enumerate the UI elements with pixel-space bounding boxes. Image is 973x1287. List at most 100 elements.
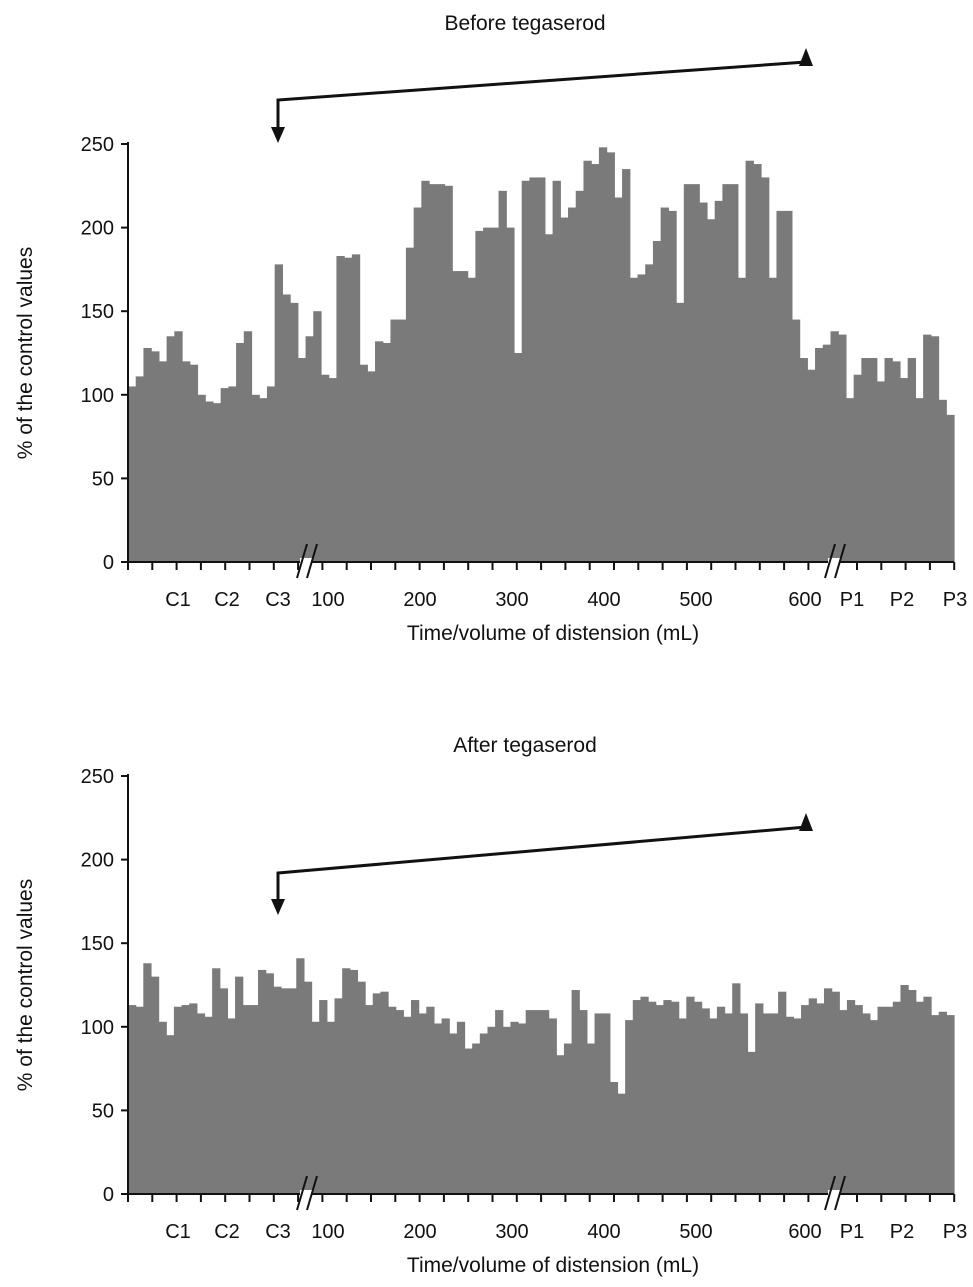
bar xyxy=(429,184,438,562)
bar xyxy=(699,202,708,562)
x-tick-label: 400 xyxy=(587,589,620,611)
bar xyxy=(410,1000,420,1194)
axis-break-mark xyxy=(296,543,308,579)
bar xyxy=(479,1033,489,1194)
bar xyxy=(930,336,940,562)
bar xyxy=(652,240,662,563)
bar xyxy=(280,988,290,1194)
bar xyxy=(498,190,507,562)
bar xyxy=(128,386,137,562)
bar xyxy=(617,1093,626,1194)
bar xyxy=(614,197,623,562)
bar xyxy=(606,152,615,563)
arrowhead-up xyxy=(799,813,813,831)
bar xyxy=(807,369,816,562)
bar xyxy=(877,1006,886,1194)
bar xyxy=(923,334,932,562)
bar xyxy=(452,271,461,562)
arrowhead-down xyxy=(271,127,285,143)
bar xyxy=(686,996,695,1194)
bar xyxy=(785,1016,794,1194)
bar xyxy=(768,277,778,562)
bar xyxy=(182,361,191,562)
bar xyxy=(513,353,523,562)
bar xyxy=(166,1035,175,1194)
bar xyxy=(290,302,299,562)
bar xyxy=(273,986,282,1194)
bar xyxy=(464,1048,473,1194)
bar xyxy=(357,981,366,1194)
bar xyxy=(166,336,175,562)
bar xyxy=(784,210,793,562)
axis-break-mark xyxy=(834,1175,846,1211)
bar xyxy=(946,414,955,562)
bar xyxy=(907,358,916,562)
bar xyxy=(189,1003,198,1194)
bar xyxy=(390,319,399,562)
bar xyxy=(845,398,855,562)
x-axis-label: Time/volume of distension (mL) xyxy=(407,1254,699,1277)
bar xyxy=(799,358,808,562)
bar xyxy=(296,958,305,1194)
bar xyxy=(472,1043,481,1194)
bar xyxy=(830,331,839,562)
x-tick-label: C1 xyxy=(165,1221,191,1243)
axis-break-mark xyxy=(296,1175,308,1211)
bar xyxy=(938,1011,947,1194)
bar xyxy=(380,991,389,1194)
bar xyxy=(753,164,762,562)
bar xyxy=(398,319,407,562)
bar xyxy=(158,1021,167,1194)
bar xyxy=(839,1010,848,1194)
bar xyxy=(265,973,274,1194)
y-tick-label: 50 xyxy=(92,468,114,490)
bar xyxy=(274,264,283,562)
bar xyxy=(770,1013,779,1194)
bar xyxy=(876,381,886,562)
bar xyxy=(548,1018,557,1194)
bar xyxy=(816,1003,825,1194)
y-tick-label: 100 xyxy=(81,385,114,407)
bar xyxy=(853,374,862,562)
bar xyxy=(495,1010,504,1194)
bar xyxy=(242,1005,251,1194)
bar xyxy=(250,1005,259,1194)
bar xyxy=(351,254,361,562)
bar xyxy=(151,351,160,562)
bar xyxy=(158,361,168,562)
bar xyxy=(349,969,359,1194)
bar xyxy=(328,378,338,562)
bar xyxy=(365,1005,374,1194)
y-tick-label: 150 xyxy=(81,301,114,323)
bar xyxy=(560,217,569,562)
bar xyxy=(575,190,585,562)
bar xyxy=(668,210,677,562)
bar xyxy=(660,207,669,563)
chart-panel-after: 0 50 100 150 200 250 C1 C2 C3 100 200 300 400 500 600 P… xyxy=(14,734,967,1277)
bar xyxy=(236,342,245,562)
x-tick-label: 600 xyxy=(788,1221,821,1243)
bar xyxy=(143,347,152,562)
bar xyxy=(571,990,580,1194)
bar xyxy=(228,386,237,562)
bar xyxy=(709,1018,718,1194)
bar xyxy=(563,1043,573,1194)
bar xyxy=(375,341,384,562)
bar xyxy=(838,334,847,562)
bar xyxy=(441,1018,450,1194)
bar xyxy=(510,1021,519,1194)
bar xyxy=(645,264,654,562)
bar xyxy=(181,1005,190,1194)
bar xyxy=(591,164,600,562)
bar xyxy=(303,981,313,1194)
y-tick-label: 50 xyxy=(92,1100,114,1122)
bar xyxy=(815,347,824,562)
bar xyxy=(525,1010,534,1194)
bar xyxy=(483,227,492,562)
bar xyxy=(892,361,901,562)
arrowhead-up xyxy=(799,48,813,66)
bar xyxy=(722,184,731,562)
bar xyxy=(676,302,685,562)
bar xyxy=(235,976,244,1194)
